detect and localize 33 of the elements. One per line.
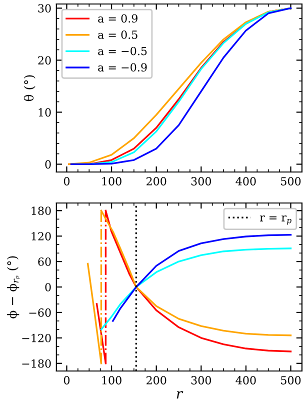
x-tick-label: 0 xyxy=(64,376,70,384)
x-tick-label: 300 xyxy=(191,177,212,186)
x-tick-label: 500 xyxy=(281,177,301,186)
x-tick-label: 300 xyxy=(191,376,212,384)
legend-label: a = −0.5 xyxy=(98,46,147,56)
x-tick-label: 0 xyxy=(64,177,70,186)
y-tick-label: 0 xyxy=(45,160,51,169)
y-tick-label: 180 xyxy=(32,206,51,216)
y-tick-label: 20 xyxy=(38,56,51,65)
x-axis-title: r xyxy=(176,391,184,399)
y-tick-label: 0 xyxy=(45,282,51,292)
y-tick-label: 10 xyxy=(38,108,51,117)
y-tick-label: 120 xyxy=(32,232,51,240)
y-tick-label: 60 xyxy=(38,258,51,266)
x-tick-label: 400 xyxy=(236,177,256,186)
ref-line-label: r = r$_{p}$ xyxy=(260,215,292,225)
x-tick-label: 100 xyxy=(102,376,122,384)
x-tick-label: 500 xyxy=(281,376,301,384)
line-series xyxy=(100,248,292,330)
x-tick-label: 200 xyxy=(146,177,166,186)
legend-label: a = −0.9 xyxy=(98,63,147,72)
y-tick-label: 30 xyxy=(38,4,51,13)
x-tick-label: 200 xyxy=(146,376,166,384)
y-tick-label: −60 xyxy=(29,308,51,317)
y-axis-title: θ (°) xyxy=(24,75,36,102)
y-axis-title: ϕ − ϕ$_{rₚ}$ (°) xyxy=(7,256,20,318)
x-tick-label: 400 xyxy=(236,376,256,384)
legend-label: a = 0.9 xyxy=(98,14,138,23)
x-tick-label: 100 xyxy=(102,177,122,186)
line-series xyxy=(112,234,292,322)
y-tick-label: −120 xyxy=(22,334,51,342)
y-tick-label: −180 xyxy=(22,359,51,368)
legend-label: a = 0.5 xyxy=(98,30,138,39)
